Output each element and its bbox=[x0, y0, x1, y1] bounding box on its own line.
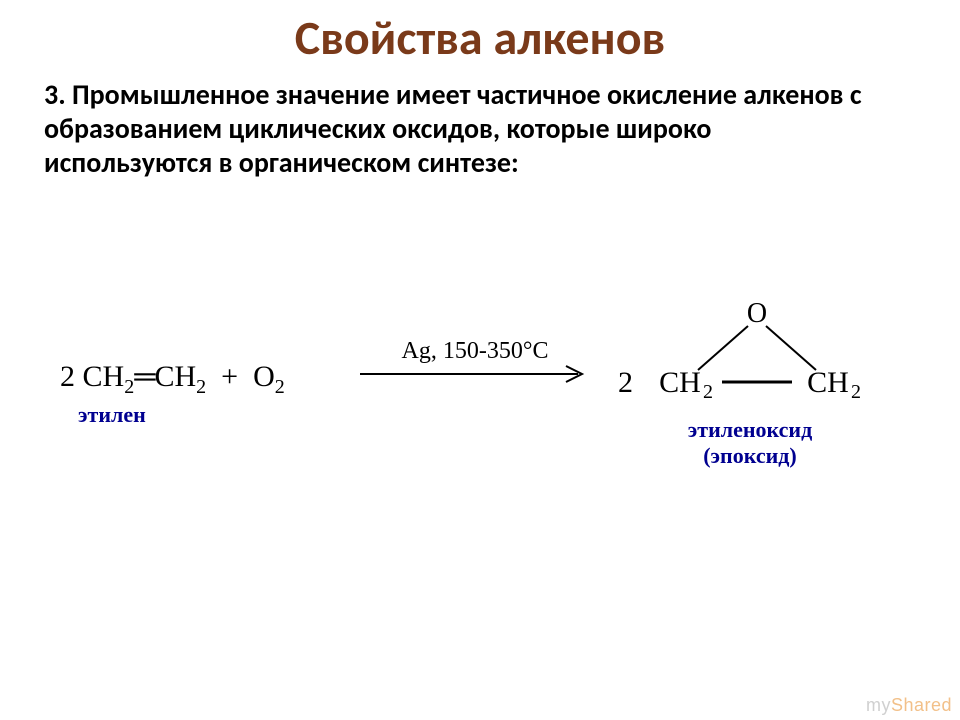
o2-sub: 2 bbox=[275, 376, 285, 398]
ethylene-formula: 2 CH2═CH2 + O2 bbox=[60, 360, 285, 393]
coeff: 2 bbox=[60, 360, 75, 393]
epoxide-structure: 2 O CH 2 CH 2 bbox=[610, 300, 890, 410]
watermark: myShared bbox=[866, 695, 952, 716]
plus-sign: + bbox=[221, 360, 238, 393]
watermark-shared: Shared bbox=[891, 695, 952, 715]
ch2-left-sub: 2 bbox=[703, 381, 713, 403]
double-bond: ═ bbox=[134, 360, 154, 393]
product-label-1: этиленоксид bbox=[610, 417, 890, 443]
arrow-condition: Ag, 150-350°C bbox=[360, 338, 590, 365]
ch2-a: CH bbox=[83, 360, 125, 393]
ch2-left: CH bbox=[659, 366, 701, 399]
o2: O bbox=[253, 360, 275, 393]
reaction-arrow: Ag, 150-350°C bbox=[360, 338, 590, 390]
slide: Свойства алкенов 3. Промышленное значени… bbox=[0, 0, 960, 720]
watermark-my: my bbox=[866, 695, 891, 715]
sub2-b: 2 bbox=[196, 376, 206, 398]
reaction-equation: 2 CH2═CH2 + O2 этилен Ag, 150-350°C 2 O bbox=[60, 300, 900, 520]
arrow-icon bbox=[360, 363, 590, 385]
ch2-right: CH bbox=[807, 366, 849, 399]
product-coeff: 2 bbox=[618, 366, 633, 399]
slide-title: Свойства алкенов bbox=[0, 8, 960, 67]
product-label-2: (эпоксид) bbox=[610, 443, 890, 469]
product: 2 O CH 2 CH 2 этиленоксид (эпоксид) bbox=[610, 300, 890, 469]
body-paragraph: 3. Промышленное значение имеет частичное… bbox=[44, 78, 864, 180]
product-labels: этиленоксид (эпоксид) bbox=[610, 417, 890, 469]
ethylene-label: этилен bbox=[78, 402, 146, 428]
reactants: 2 CH2═CH2 + O2 bbox=[60, 360, 285, 399]
ch2-b: CH bbox=[154, 360, 196, 393]
sub2-a: 2 bbox=[124, 376, 134, 398]
o-atom: O bbox=[747, 300, 767, 329]
ch2-right-sub: 2 bbox=[851, 381, 861, 403]
